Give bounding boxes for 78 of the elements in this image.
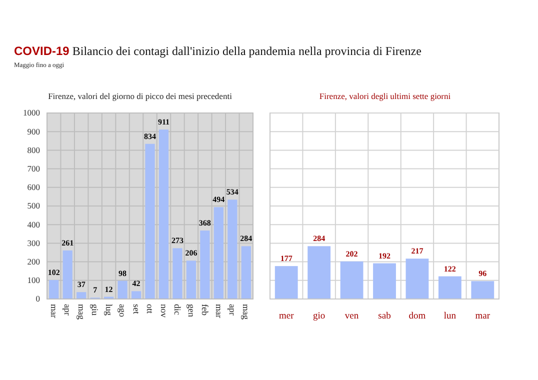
- bar: [471, 281, 494, 299]
- x-tick-label: ago: [118, 304, 128, 318]
- data-label: 284: [313, 234, 326, 244]
- data-label: 177: [280, 254, 292, 264]
- data-label: 42: [132, 279, 140, 288]
- x-tick-label: sab: [378, 312, 392, 322]
- chart-title: Firenze, valori degli ultimi sette giorni: [319, 91, 452, 101]
- text: COVID-19 Bilancio dei contagi dall'inizio della pandemia nella provincia di Firenze: [14, 44, 422, 58]
- bar: [438, 276, 462, 299]
- bar: [49, 280, 59, 299]
- x-tick-label: lug: [104, 304, 114, 316]
- x-tick-label: apr: [228, 304, 238, 316]
- data-label: 7: [93, 286, 98, 295]
- bar: [214, 207, 224, 299]
- bar: [274, 266, 298, 299]
- chart-title: Firenze, valori del giorno di picco dei mesi precedenti: [48, 91, 233, 101]
- data-label: 192: [378, 251, 390, 260]
- data-label: 96: [478, 269, 487, 278]
- data-label: 102: [48, 268, 60, 278]
- x-tick-label: giu: [90, 304, 100, 316]
- x-tick-label: dom: [408, 312, 426, 322]
- y-tick-label: 700: [27, 164, 40, 174]
- bar: [186, 260, 196, 299]
- x-tick-label: mag: [241, 304, 252, 320]
- x-tick-label: feb: [200, 304, 210, 316]
- data-label: 122: [444, 264, 456, 274]
- bar: [373, 263, 396, 299]
- x-tick-label: mag: [76, 304, 86, 320]
- data-label: 911: [158, 118, 170, 127]
- x-tick-label: mar: [214, 304, 224, 318]
- data-label: 217: [411, 246, 424, 256]
- bar: [308, 246, 331, 299]
- data-label: 37: [77, 280, 86, 290]
- x-tick-label: nov: [158, 304, 169, 318]
- y-tick-label: 1000: [23, 108, 40, 118]
- bar: [228, 200, 238, 299]
- y-tick-label: 0: [36, 294, 40, 304]
- bar: [118, 280, 128, 299]
- bar: [62, 250, 72, 299]
- y-tick-label: 600: [27, 182, 40, 192]
- bar: [200, 230, 210, 299]
- x-tick-label: ven: [344, 312, 359, 322]
- x-tick-label: gio: [313, 312, 326, 322]
- data-label: 261: [62, 238, 74, 248]
- x-tick-label: lun: [444, 312, 456, 322]
- data-label: 12: [104, 284, 113, 294]
- y-tick-label: 800: [27, 144, 40, 155]
- data-label: 98: [118, 268, 127, 278]
- y-tick-label: 300: [27, 238, 40, 248]
- x-tick-label: set: [131, 304, 142, 314]
- data-label: 273: [171, 236, 184, 246]
- data-label: 368: [198, 218, 211, 228]
- y-tick-label: 900: [27, 126, 40, 136]
- x-tick-label: apr: [62, 304, 73, 316]
- data-label: 284: [240, 234, 252, 244]
- x-tick-label: dic: [172, 304, 183, 315]
- x-tick-label: mer: [278, 312, 295, 322]
- bar: [158, 130, 169, 299]
- y-tick-label: 400: [27, 219, 40, 230]
- data-label: 834: [144, 132, 156, 141]
- x-tick-label: ott: [145, 304, 156, 314]
- y-tick-label: 100: [27, 275, 40, 286]
- data-label: 202: [346, 249, 358, 258]
- bar: [76, 292, 86, 299]
- bar: [340, 261, 364, 299]
- x-tick-label: mar: [48, 304, 59, 318]
- y-tick-label: 200: [27, 256, 40, 267]
- data-label: 206: [185, 248, 198, 258]
- x-tick-label: mar: [475, 312, 491, 322]
- bar: [145, 144, 155, 299]
- bar: [172, 248, 182, 299]
- data-label: 534: [226, 188, 238, 197]
- bar: [406, 258, 429, 299]
- x-tick-label: gen: [186, 304, 196, 318]
- y-tick-label: 500: [27, 200, 40, 211]
- bar: [241, 246, 251, 299]
- data-label: 494: [212, 195, 225, 204]
- bar: [131, 291, 142, 299]
